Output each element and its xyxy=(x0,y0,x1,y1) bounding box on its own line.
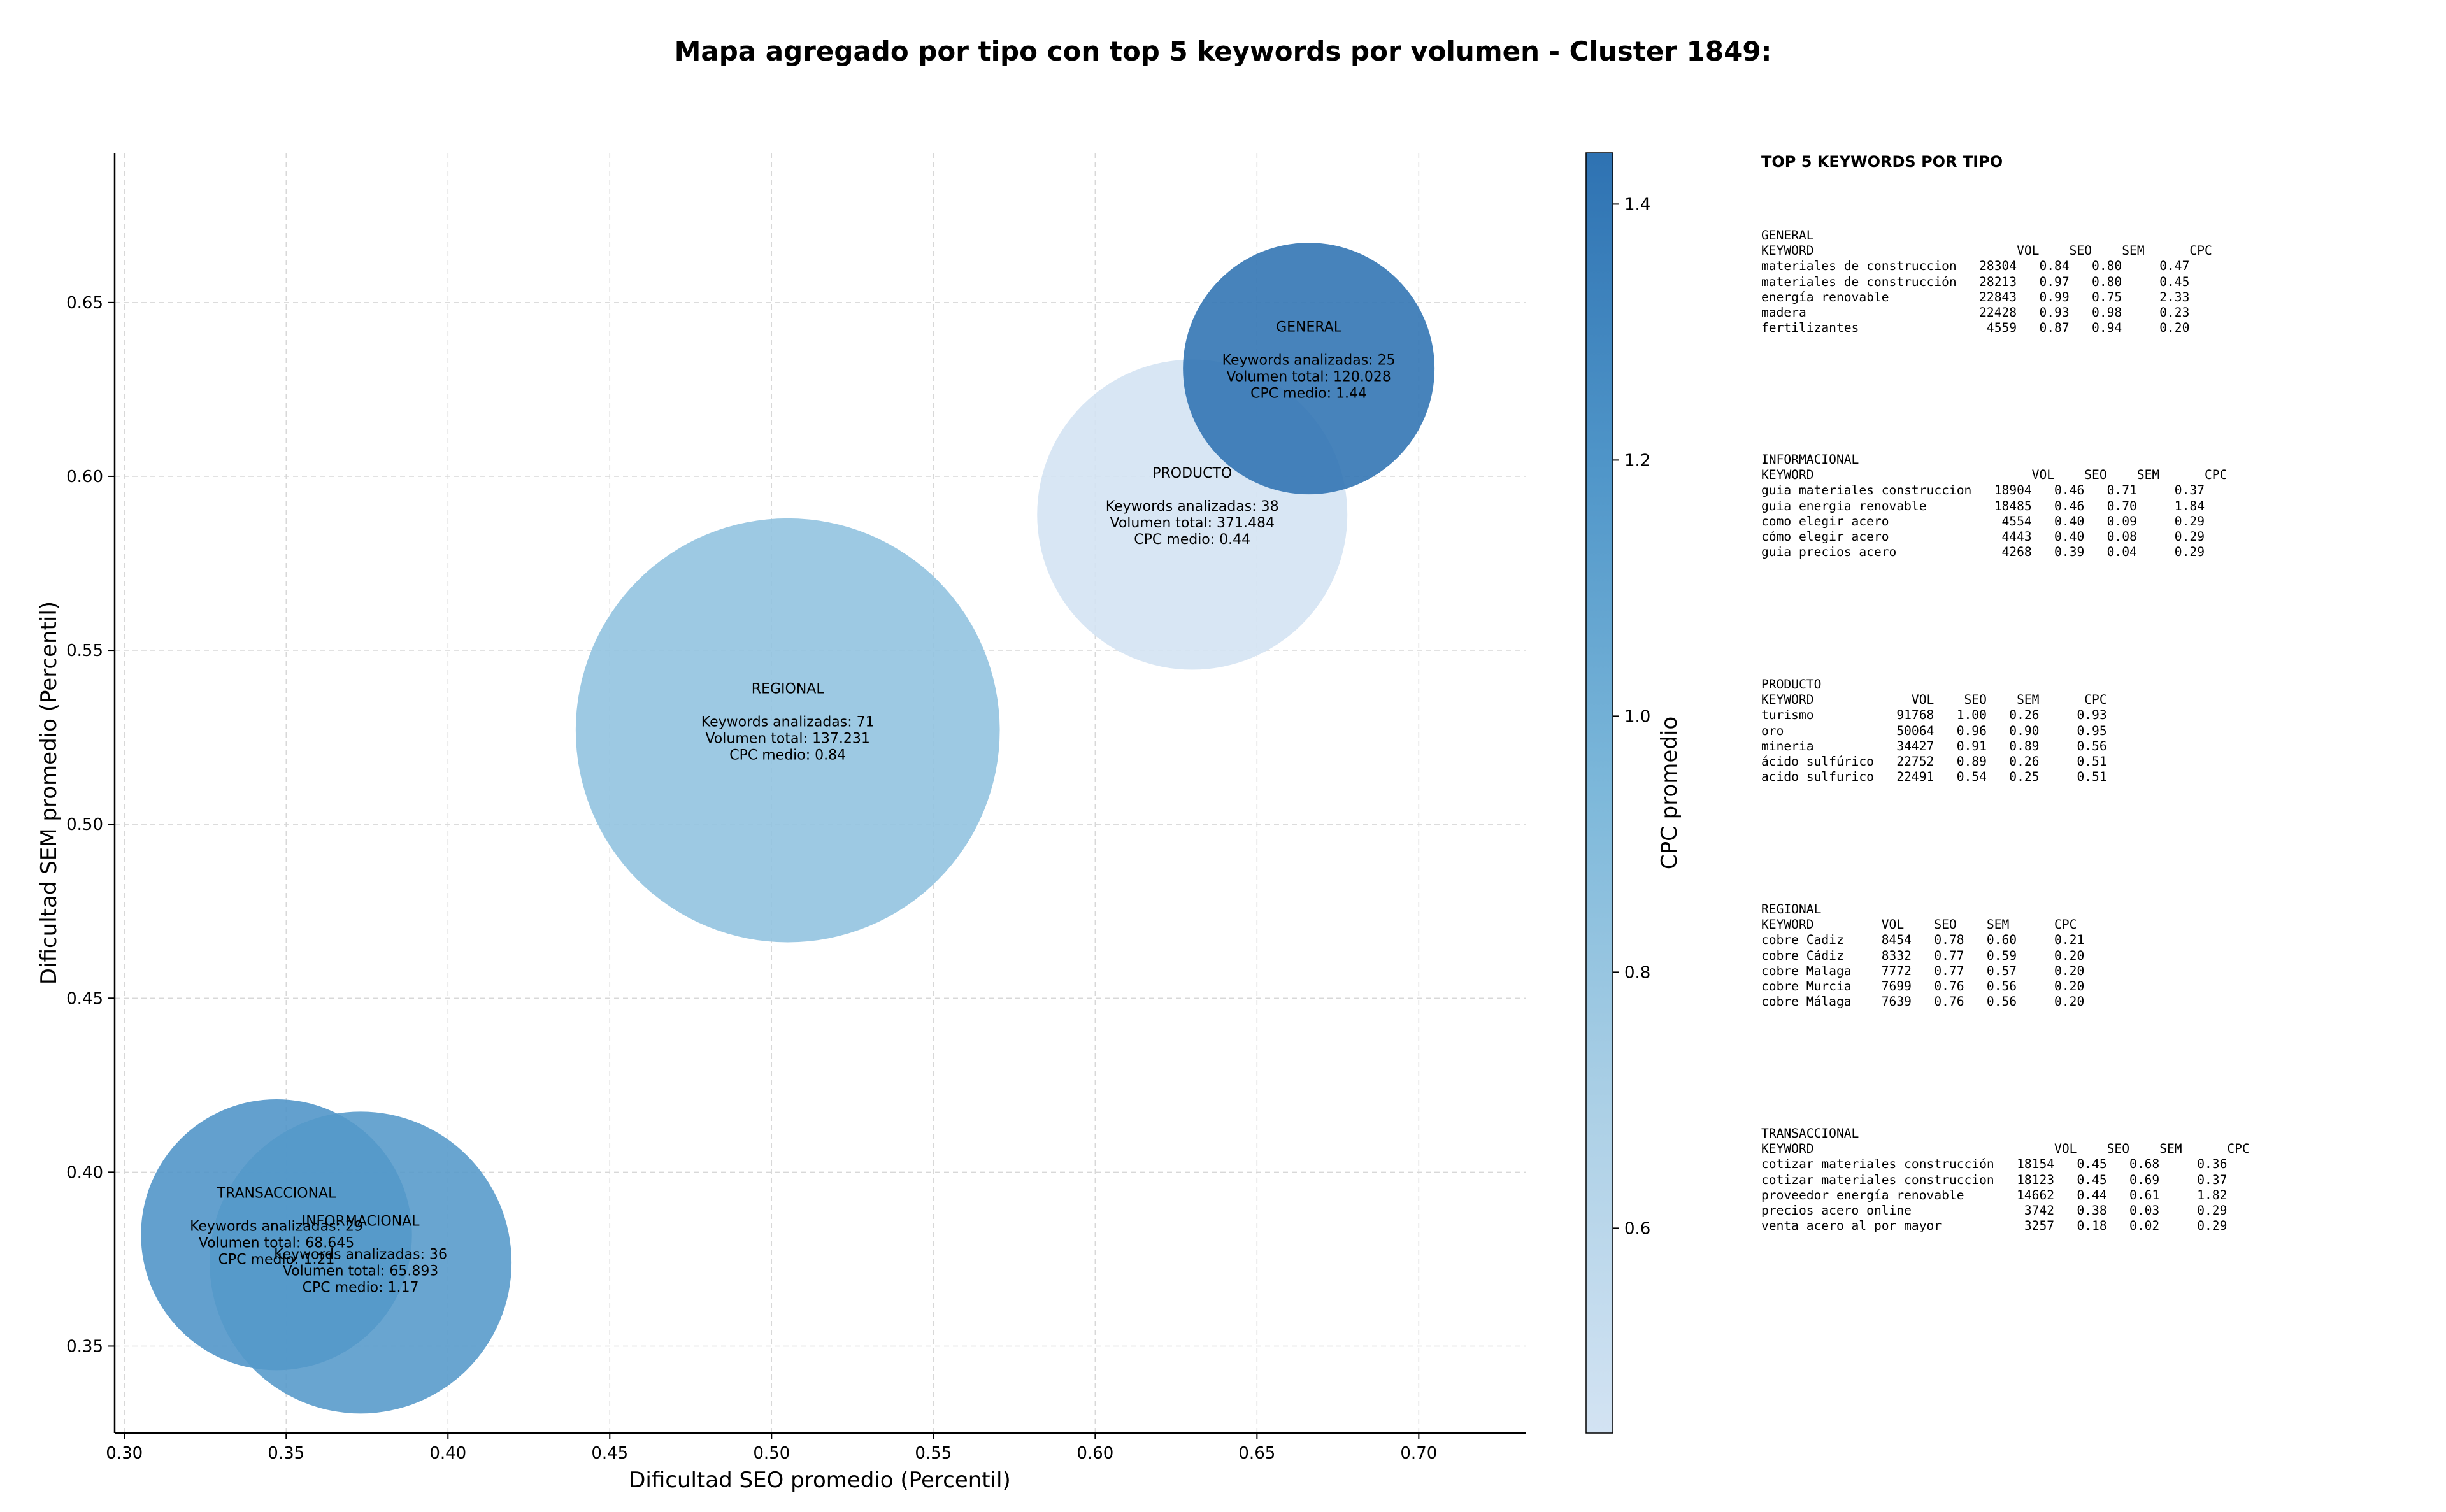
colorbar-label: CPC promedio xyxy=(1657,717,1682,869)
bubble-stat-label: Keywords analizadas: 25 xyxy=(1222,353,1396,369)
colorbar-tick-label: 0.6 xyxy=(1624,1219,1650,1238)
top-keywords-title: TOP 5 KEYWORDS POR TIPO xyxy=(1761,153,2003,171)
x-tick-label: 0.65 xyxy=(1238,1444,1275,1463)
bubble-stat-label: Volumen total: 120.028 xyxy=(1226,369,1391,385)
bubble-stat-label: Keywords analizadas: 71 xyxy=(701,715,875,731)
colorbar-tick-label: 1.4 xyxy=(1624,195,1650,214)
colorbar-tick-label: 1.2 xyxy=(1624,451,1650,470)
bubble-name-label: REGIONAL xyxy=(752,681,825,697)
bubble-name-label: INFORMACIONAL xyxy=(302,1213,420,1229)
bubble-regional xyxy=(575,518,1000,943)
y-tick-label: 0.40 xyxy=(66,1163,103,1182)
bubble-general xyxy=(1183,243,1435,495)
bubble-stat-label: Keywords analizadas: 36 xyxy=(274,1246,447,1262)
y-axis-label: Dificultad SEM promedio (Percentil) xyxy=(36,601,62,985)
keyword-table-regional: REGIONAL KEYWORD VOL SEO SEM CPC cobre C… xyxy=(1761,902,2085,1009)
bubble-stat-label: CPC medio: 0.44 xyxy=(1134,532,1250,548)
x-tick-label: 0.40 xyxy=(429,1444,466,1463)
y-tick-label: 0.50 xyxy=(66,815,103,834)
keyword-table-informacional: INFORMACIONAL KEYWORD VOL SEO SEM CPC gu… xyxy=(1761,452,2228,560)
bubble-informacional xyxy=(210,1111,512,1414)
colorbar-ticks: 0.6 0.8 1.0 1.2 1.4 xyxy=(1613,195,1650,1238)
chart-title: Mapa agregado por tipo con top 5 keyword… xyxy=(674,36,1772,67)
bubble-stat-label: Keywords analizadas: 29 xyxy=(190,1219,363,1235)
colorbar-gradient xyxy=(1585,152,1613,1434)
bubbles xyxy=(141,243,1435,1414)
bubble-stat-label: CPC medio: 0.84 xyxy=(729,748,846,764)
bubble-name-label: GENERAL xyxy=(1276,320,1342,336)
x-tick-label: 0.55 xyxy=(915,1444,952,1463)
bubble-stat-label: Volumen total: 68.645 xyxy=(199,1236,354,1252)
bubble-stat-label: Volumen total: 65.893 xyxy=(283,1263,438,1279)
y-tick-label: 0.65 xyxy=(66,294,103,313)
bubble-stat-label: Keywords analizadas: 38 xyxy=(1106,499,1279,515)
x-tick-label: 0.60 xyxy=(1076,1444,1113,1463)
y-tick-label: 0.45 xyxy=(66,989,103,1008)
x-axis-label: Dificultad SEO promedio (Percentil) xyxy=(629,1467,1011,1493)
keyword-table-transaccional: TRANSACCIONAL KEYWORD VOL SEO SEM CPC co… xyxy=(1761,1126,2250,1234)
bubble-stat-label: CPC medio: 1.17 xyxy=(303,1280,419,1295)
keyword-table-producto: PRODUCTO KEYWORD VOL SEO SEM CPC turismo… xyxy=(1761,677,2107,785)
y-tick-label: 0.60 xyxy=(66,467,103,487)
bubble-name-label: TRANSACCIONAL xyxy=(217,1186,336,1202)
x-tick-label: 0.30 xyxy=(106,1444,143,1463)
y-tick-label: 0.55 xyxy=(66,641,103,660)
top-keywords-panel: TOP 5 KEYWORDS POR TIPO GENERAL KEYWORD … xyxy=(1761,153,2430,1233)
x-tick-label: 0.50 xyxy=(753,1444,790,1463)
x-tick-label: 0.70 xyxy=(1400,1444,1437,1463)
x-tick-label: 0.45 xyxy=(591,1444,628,1463)
y-tick-label: 0.35 xyxy=(66,1337,103,1356)
bubble-stat-label: Volumen total: 371.484 xyxy=(1110,515,1275,531)
axes: 0.30 0.35 0.40 0.45 0.50 0.55 0.60 0.65 0.70 0.35… xyxy=(66,153,1526,1463)
keyword-table-general: GENERAL KEYWORD VOL SEO SEM CPC material… xyxy=(1761,228,2212,336)
bubble-name-label: PRODUCTO xyxy=(1152,466,1232,481)
x-tick-label: 0.35 xyxy=(268,1444,304,1463)
colorbar-tick-label: 1.0 xyxy=(1624,707,1650,726)
colorbar: 0.6 0.8 1.0 1.2 1.4 CPC promedio xyxy=(1585,152,1682,1434)
colorbar-tick-label: 0.8 xyxy=(1624,963,1650,982)
bubble-stat-label: CPC medio: 1.44 xyxy=(1250,386,1367,402)
bubble-stat-label: Volumen total: 137.231 xyxy=(705,731,869,747)
bubble-stat-label: CPC medio: 1.21 xyxy=(218,1252,335,1268)
